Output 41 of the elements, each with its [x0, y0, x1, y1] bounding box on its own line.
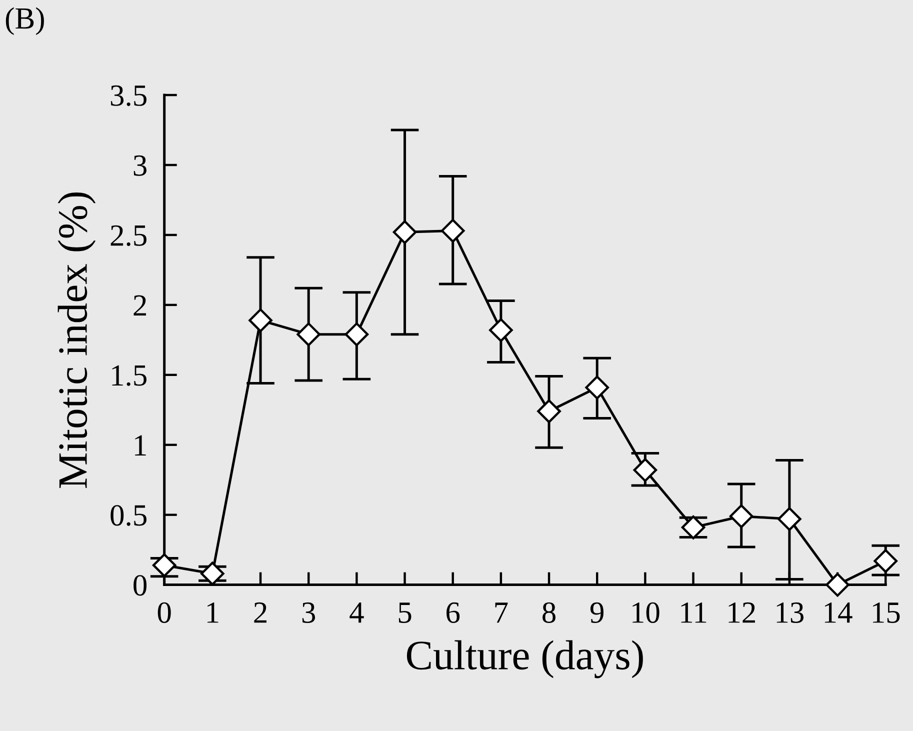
point [344, 322, 369, 346]
point [585, 376, 610, 400]
x-tick-label: 4 [350, 602, 364, 623]
x-tick-label: 7 [495, 602, 508, 623]
point [633, 458, 658, 482]
x-tick-label: 9 [590, 602, 604, 623]
y-axis-title: Mitotic index (%) [58, 192, 96, 488]
x-tick-label: 10 [632, 602, 660, 623]
y-tick-label: 2 [134, 295, 146, 316]
x-tick-label: 14 [824, 602, 852, 623]
point [248, 308, 272, 332]
x-tick-label: 1 [207, 602, 218, 623]
point [537, 399, 561, 424]
point [392, 220, 417, 244]
x-tick-label: 8 [542, 602, 556, 623]
y-tick-label: 1.5 [112, 365, 146, 386]
y-tick-label: 0.5 [110, 505, 146, 526]
chart-title: (B) [6, 7, 44, 36]
x-tick-label: 3 [302, 602, 316, 623]
x-tick-label: 15 [873, 602, 900, 623]
point [440, 218, 465, 243]
y-tick-label: 0 [134, 575, 147, 596]
point [874, 549, 898, 573]
point [489, 318, 513, 342]
point [826, 572, 850, 597]
x-tick-label: 5 [398, 602, 412, 623]
x-tick-label: 13 [776, 602, 804, 623]
y-tick-label: 3 [134, 155, 146, 176]
x-tick-label: 2 [254, 602, 266, 623]
x-tick-label: 11 [681, 602, 706, 623]
y-tick-label: 2.5 [110, 225, 146, 246]
x-tick-label: 6 [446, 602, 460, 623]
point [296, 322, 321, 346]
x-axis-title: Culture (days) [406, 640, 643, 678]
y-tick-label: 1 [135, 435, 146, 456]
y-tick-label: 3.5 [110, 85, 146, 106]
x-tick-label: 12 [728, 602, 755, 623]
x-tick-label: 0 [158, 602, 171, 623]
point [729, 504, 754, 528]
point [778, 507, 802, 531]
point [152, 553, 176, 578]
